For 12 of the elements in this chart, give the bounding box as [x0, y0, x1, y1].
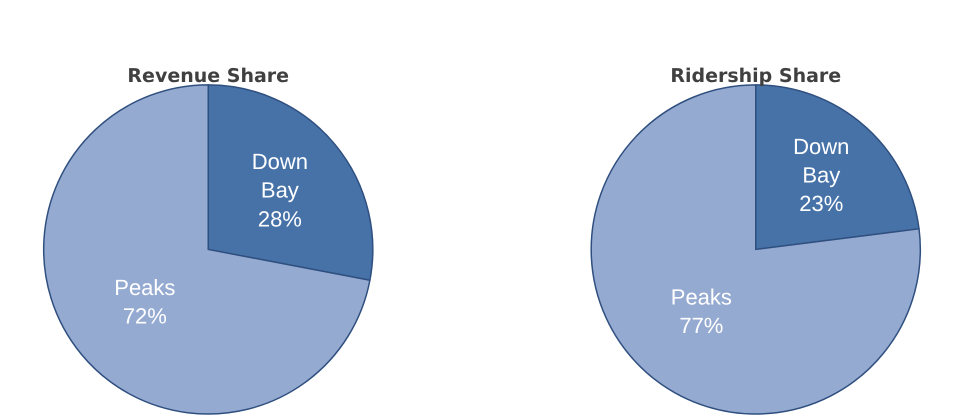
pie-slice: [590, 84, 922, 415]
chart-title: Ridership Share: [670, 64, 842, 87]
slice-label: Down Bay: [793, 134, 850, 188]
pie-slice: [42, 84, 371, 415]
slice-label: Peaks: [670, 284, 732, 310]
data-label: 28%: [258, 206, 302, 232]
data-label: 72%: [122, 304, 167, 329]
chart-title: Revenue Share: [127, 64, 290, 87]
slice-label: Peaks: [114, 275, 176, 300]
data-label: 23%: [799, 191, 844, 216]
data-label: 77%: [679, 312, 724, 338]
slice-label: Down Bay: [252, 149, 308, 203]
